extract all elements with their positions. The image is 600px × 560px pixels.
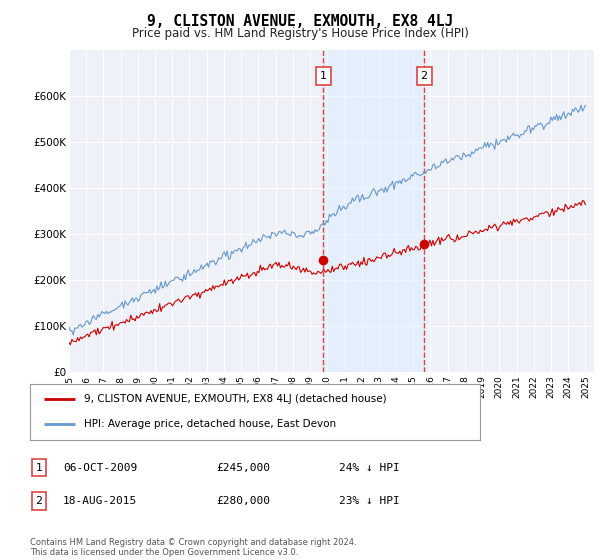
Text: 23% ↓ HPI: 23% ↓ HPI	[339, 496, 400, 506]
Text: 9, CLISTON AVENUE, EXMOUTH, EX8 4LJ (detached house): 9, CLISTON AVENUE, EXMOUTH, EX8 4LJ (det…	[84, 394, 386, 404]
Text: £245,000: £245,000	[216, 463, 270, 473]
Text: HPI: Average price, detached house, East Devon: HPI: Average price, detached house, East…	[84, 419, 336, 430]
Text: 9, CLISTON AVENUE, EXMOUTH, EX8 4LJ: 9, CLISTON AVENUE, EXMOUTH, EX8 4LJ	[147, 14, 453, 29]
Text: 2: 2	[421, 71, 428, 81]
Text: Contains HM Land Registry data © Crown copyright and database right 2024.
This d: Contains HM Land Registry data © Crown c…	[30, 538, 356, 557]
Text: 1: 1	[35, 463, 43, 473]
Bar	[323, 50, 424, 372]
Text: Price paid vs. HM Land Registry's House Price Index (HPI): Price paid vs. HM Land Registry's House …	[131, 27, 469, 40]
Text: 2: 2	[35, 496, 43, 506]
Text: 06-OCT-2009: 06-OCT-2009	[63, 463, 137, 473]
Text: £280,000: £280,000	[216, 496, 270, 506]
Text: 1: 1	[320, 71, 327, 81]
Text: 24% ↓ HPI: 24% ↓ HPI	[339, 463, 400, 473]
Text: 18-AUG-2015: 18-AUG-2015	[63, 496, 137, 506]
